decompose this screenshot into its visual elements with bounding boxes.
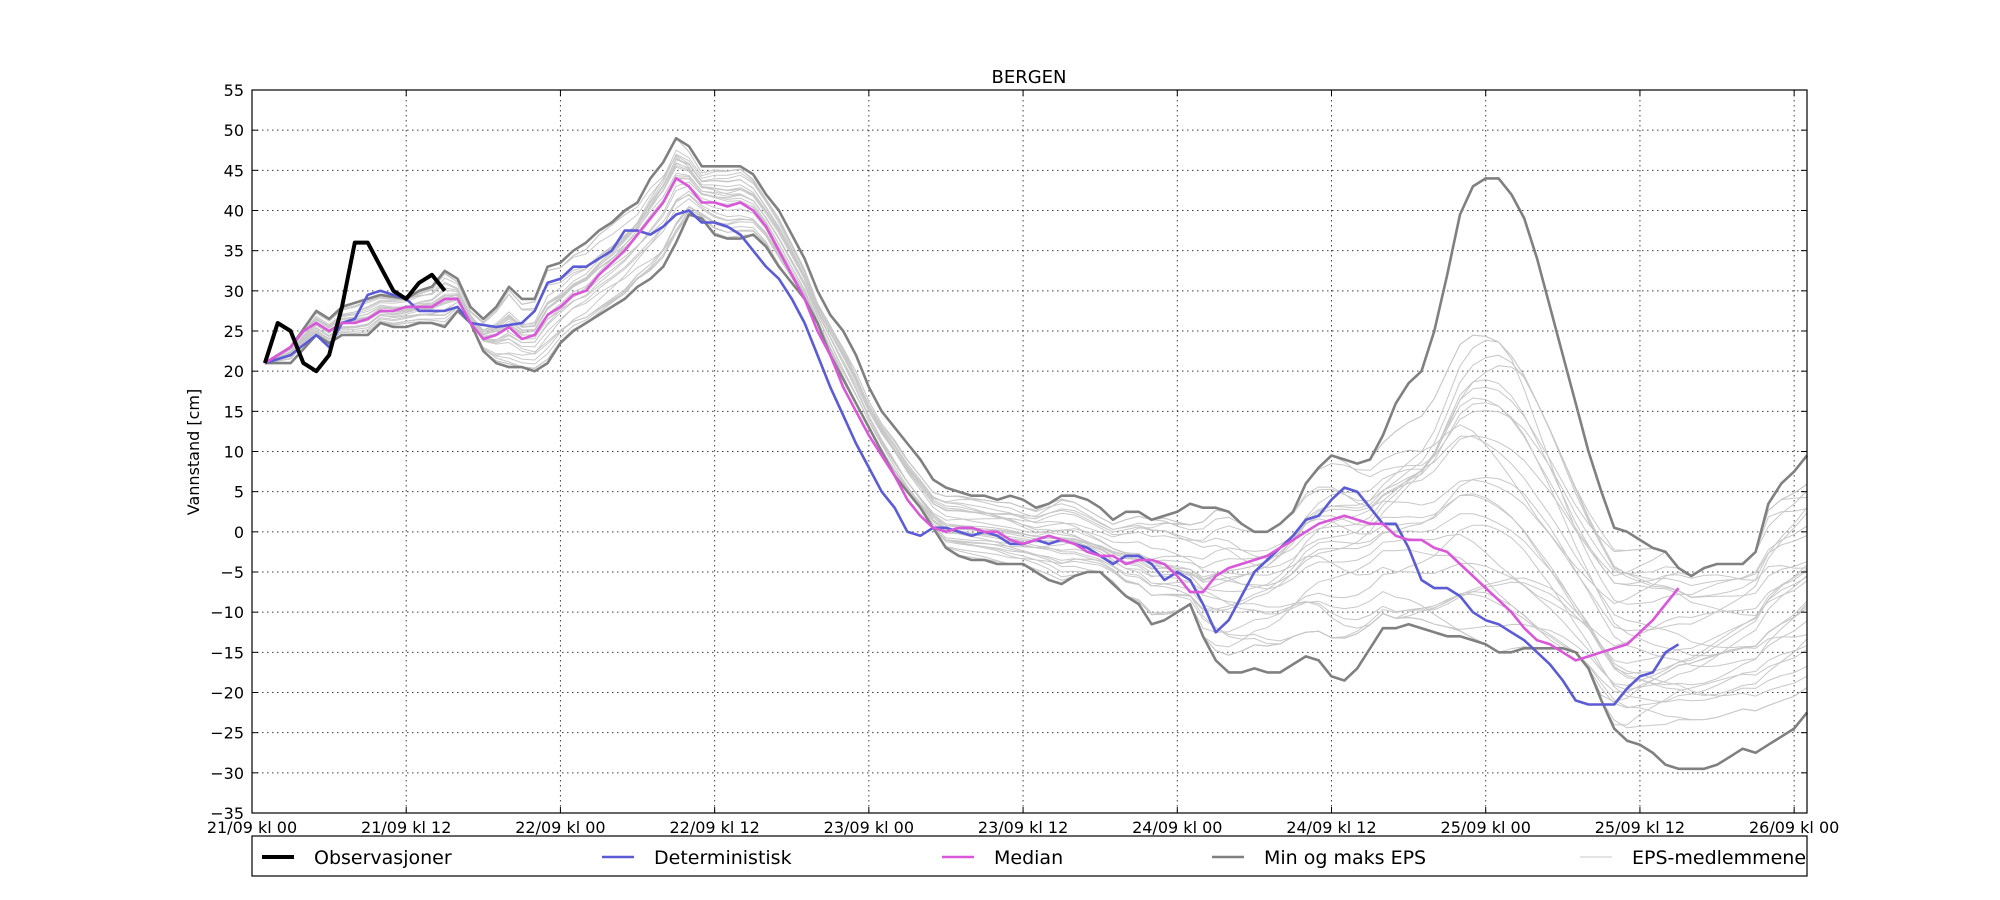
ensemble-member-line — [264, 181, 1808, 668]
ensemble-member-line — [264, 206, 1808, 729]
legend-label: Median — [994, 847, 1063, 869]
y-tick-label: −10 — [210, 603, 244, 622]
y-tick-label: 25 — [224, 322, 244, 341]
x-tick-label: 22/09 kl 00 — [515, 818, 605, 837]
y-tick-label: 40 — [224, 202, 244, 221]
ensemble-member-line — [264, 175, 1808, 616]
y-tick-label: 5 — [234, 483, 244, 502]
eps-min-line — [264, 213, 1809, 771]
y-tick-label: −35 — [210, 804, 244, 823]
chart-title: BERGEN — [991, 67, 1066, 88]
series-lines — [262, 136, 1809, 771]
legend-label: EPS-medlemmene — [1632, 847, 1806, 869]
y-tick-label: −30 — [210, 764, 244, 783]
y-tick-label: 30 — [224, 282, 244, 301]
legend: Observasjoner Deterministisk Median Min og … — [251, 835, 1808, 877]
legend-frame — [251, 835, 1808, 877]
ensemble-member-line — [264, 213, 1808, 703]
plot-frame — [251, 89, 1808, 814]
ensemble-member-line — [264, 164, 1808, 577]
ensemble-member-line — [264, 177, 1808, 675]
grid-lines — [252, 90, 1807, 813]
deterministisk-line — [264, 209, 1680, 706]
median-line — [264, 177, 1680, 662]
ensemble-member-line — [264, 137, 1808, 605]
ensemble-member-line — [264, 178, 1808, 686]
y-tick-label: 10 — [224, 443, 244, 462]
x-tick-label: 24/09 kl 00 — [1132, 818, 1222, 837]
y-tick-label: −15 — [210, 643, 244, 662]
x-tick-label: 25/09 kl 00 — [1441, 818, 1531, 837]
ensemble-member-line — [264, 205, 1808, 664]
x-tick-label: 26/09 kl 00 — [1749, 818, 1839, 837]
ensemble-member-line — [264, 185, 1808, 696]
y-tick-label: −5 — [220, 563, 244, 582]
x-tick-label: 21/09 kl 12 — [361, 818, 451, 837]
ensemble-member-line — [264, 154, 1808, 577]
y-tick-label: 45 — [224, 161, 244, 180]
y-tick-label: 15 — [224, 402, 244, 421]
y-axis-label: Vannstand [cm] — [184, 389, 203, 515]
ensemble-member-line — [264, 194, 1808, 647]
y-tick-label: 35 — [224, 242, 244, 261]
x-tick-label: 25/09 kl 12 — [1595, 818, 1685, 837]
ensemble-member-line — [264, 166, 1808, 649]
y-tick-label: 20 — [224, 362, 244, 381]
x-axis-ticks: 21/09 kl 00 21/09 kl 12 22/09 kl 00 22/09 k… — [207, 90, 1839, 837]
ensemble-member-line — [264, 209, 1808, 697]
y-tick-label: 50 — [224, 121, 244, 140]
y-tick-label: −25 — [210, 724, 244, 743]
legend-label: Min og maks EPS — [1264, 847, 1426, 869]
ensemble-member-line — [264, 198, 1808, 721]
x-tick-label: 24/09 kl 12 — [1286, 818, 1376, 837]
ensemble-member-line — [264, 213, 1808, 726]
eps-max-line — [264, 136, 1809, 578]
ensemble-member-line — [264, 137, 1808, 598]
y-tick-label: 0 — [234, 523, 244, 542]
ensemble-member-line — [264, 210, 1808, 686]
y-axis-ticks: 5550454035302520151050−5−10−15−20−25−30−… — [210, 81, 1807, 823]
legend-label: Observasjoner — [314, 847, 452, 869]
x-tick-label: 23/09 kl 12 — [978, 818, 1068, 837]
ensemble-members — [264, 137, 1808, 729]
observasjoner-line — [262, 240, 447, 374]
ensemble-member-line — [264, 162, 1808, 577]
ensemble-member-line — [264, 153, 1808, 587]
ensemble-member-line — [264, 208, 1808, 693]
ensemble-member-line — [264, 190, 1808, 703]
ensemble-member-line — [264, 213, 1808, 709]
y-tick-label: 55 — [224, 81, 244, 100]
x-tick-label: 22/09 kl 12 — [669, 818, 759, 837]
x-tick-label: 21/09 kl 00 — [207, 818, 297, 837]
y-tick-label: −20 — [210, 684, 244, 703]
x-tick-label: 23/09 kl 00 — [824, 818, 914, 837]
legend-label: Deterministisk — [654, 847, 792, 869]
